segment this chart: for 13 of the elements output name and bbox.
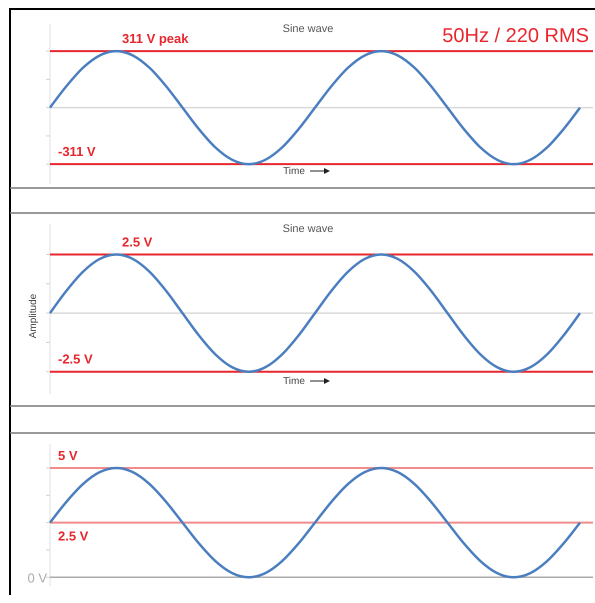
y-axis-title: Amplitude xyxy=(28,293,39,338)
chart-title: Sine wave xyxy=(282,223,334,235)
ref-line-label: 2.5 V xyxy=(58,528,89,544)
ref-line-label: 5 V xyxy=(58,448,78,464)
ref-line-label: -311 V xyxy=(58,144,96,160)
chart-title: Sine wave xyxy=(282,23,334,35)
ref-line-label: -2.5 V xyxy=(58,352,94,367)
annotation: 50Hz / 220 RMS xyxy=(442,25,589,47)
ref-line-label: 0 V xyxy=(27,570,48,586)
x-axis-title: Time xyxy=(283,376,306,387)
x-axis-title: Time xyxy=(283,166,306,177)
ref-line-label: 2.5 V xyxy=(122,234,153,250)
ref-line-label: 311 V peak xyxy=(122,31,190,46)
